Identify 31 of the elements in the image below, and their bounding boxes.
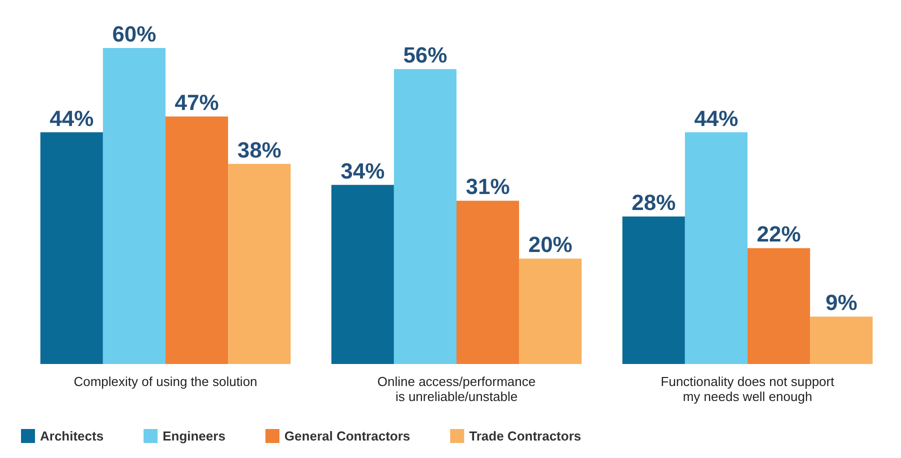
x-tick-label: Complexity of using the solution (74, 374, 258, 389)
bar (622, 216, 685, 364)
data-label: 31% (466, 174, 510, 200)
data-label: 9% (825, 290, 858, 316)
bar (102, 48, 166, 364)
bar (331, 184, 394, 364)
bar (519, 258, 582, 364)
bar (748, 248, 810, 364)
data-label: 60% (112, 22, 156, 46)
data-label: 38% (237, 137, 282, 162)
bar (394, 69, 456, 364)
bar (810, 316, 873, 364)
data-label: 47% (174, 90, 219, 115)
bar (684, 132, 748, 364)
legend-label: General Contractors (284, 428, 410, 444)
data-label: 28% (632, 190, 676, 216)
legend-label: Trade Contractors (469, 428, 582, 444)
bar (166, 116, 228, 364)
x-tick-label: Online access/performance is unreliable/unstable (377, 374, 536, 404)
x-tick-label: Functionality does not support my needs well enough (660, 374, 835, 404)
legend-label: Engineers (162, 428, 226, 444)
data-label: 20% (528, 232, 572, 258)
data-label: 44% (50, 106, 94, 131)
data-label: 44% (694, 106, 738, 131)
data-label: 34% (340, 158, 385, 184)
data-label: 22% (756, 222, 801, 247)
bar (40, 132, 103, 364)
legend-label: Architects (40, 428, 104, 444)
bar (456, 200, 520, 364)
data-label: 56% (403, 42, 448, 68)
bar (228, 164, 291, 364)
